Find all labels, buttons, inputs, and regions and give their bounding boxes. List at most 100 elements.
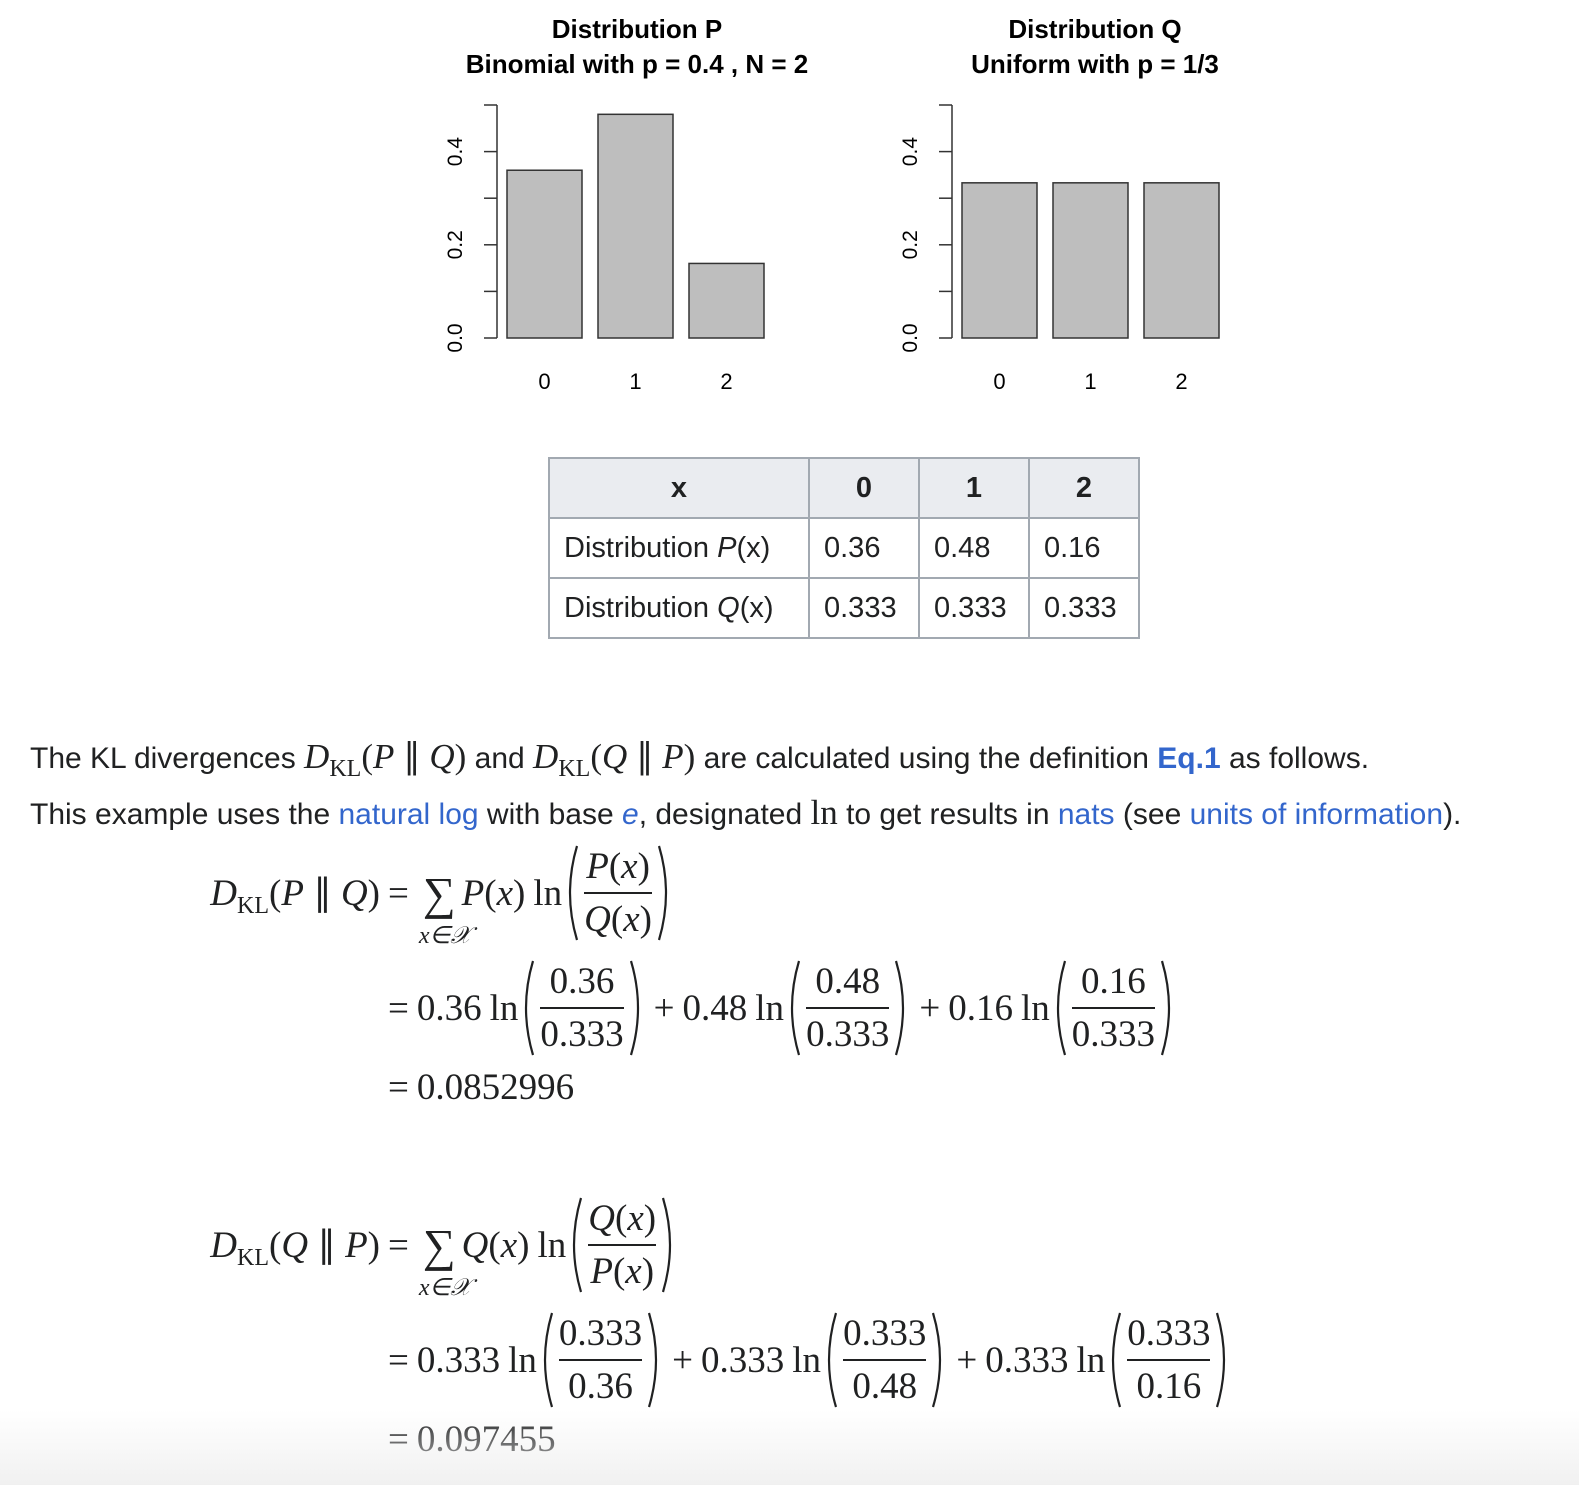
math-var: Q: [461, 1224, 489, 1266]
math-var: P: [281, 873, 304, 914]
bar: [506, 169, 583, 339]
link[interactable]: natural log: [338, 798, 479, 831]
header-cell: 0: [808, 457, 920, 519]
math-var: x: [500, 1224, 518, 1266]
math-d: D: [210, 1225, 237, 1266]
paren-stroke: [895, 960, 905, 1056]
y-tick-label: 0.2: [444, 230, 467, 259]
equation-line: DKL(Q ∥ P) = ∑ x∈𝒳 Q(x) ln Q(x) P(x): [160, 1185, 678, 1305]
bar: [688, 262, 765, 339]
paren-stroke: [1112, 1312, 1122, 1408]
y-tick-label: 0.4: [899, 137, 922, 167]
y-tick-label: 0.2: [899, 230, 922, 259]
ln: ln: [792, 1339, 822, 1381]
math-arg: (Q ∥ P): [590, 737, 696, 776]
fraction-bar: [588, 1244, 657, 1246]
math-var: x: [625, 1251, 642, 1292]
equals: =: [388, 1066, 409, 1108]
math-var: Q: [281, 1225, 309, 1266]
ln: ln: [489, 987, 519, 1029]
term: P(x): [461, 872, 526, 914]
paren-stroke: [1056, 960, 1066, 1056]
paren-fraction: 0.16 0.333: [1050, 958, 1177, 1058]
label-part: (x): [736, 531, 771, 564]
math-var: P: [590, 1251, 613, 1292]
coefficient: 0.333: [416, 1339, 501, 1381]
plus: +: [919, 987, 941, 1029]
equation-line: = 0.0852996: [380, 1027, 574, 1147]
x-tick-label: 0: [538, 369, 550, 394]
math-var: Q: [429, 737, 455, 776]
math-var: x: [621, 846, 638, 887]
lhs: DKL(Q ∥ P): [160, 1223, 380, 1271]
paren-stroke: [790, 960, 801, 1056]
link[interactable]: e: [622, 798, 639, 831]
equation-line: DKL(P ∥ Q) = ∑ x∈𝒳 P(x) ln P(x) Q(x): [160, 833, 674, 953]
link[interactable]: nats: [1057, 798, 1115, 831]
ln: ln: [755, 987, 785, 1029]
paren-close: [629, 960, 639, 1056]
numerator: 0.333: [1127, 1313, 1211, 1354]
denominator: Q(x): [584, 899, 652, 940]
math-var: Q: [601, 737, 628, 776]
text: as follows.: [1220, 742, 1370, 775]
denominator: 0.36: [568, 1366, 633, 1407]
paren-stroke: [1216, 1312, 1226, 1408]
bar: [597, 113, 674, 339]
ln: ln: [1076, 1339, 1106, 1381]
math-arg: (P ∥ Q): [361, 737, 467, 776]
link[interactable]: Eq.1: [1157, 742, 1221, 775]
paren-stroke: [932, 1312, 942, 1408]
math-var: P: [345, 1225, 368, 1266]
paren-open: [525, 960, 535, 1056]
paren-close: [1160, 960, 1171, 1056]
bar: [961, 182, 1038, 339]
sum: ∑ x∈𝒳: [418, 1219, 472, 1301]
ln: ln: [537, 1224, 567, 1266]
math-var: Q: [588, 1198, 616, 1239]
denominator: 0.16: [1136, 1366, 1202, 1407]
paren-close: [932, 1312, 942, 1408]
math-d: D: [210, 873, 237, 914]
paren-fraction: 0.36 0.333: [518, 958, 645, 1058]
math-arg: (Q ∥ P): [269, 1225, 380, 1266]
fraction-bar: [806, 1007, 890, 1009]
x-tick-label: 1: [1084, 369, 1096, 394]
paren-open: [790, 960, 801, 1056]
paren-close: [662, 1197, 672, 1293]
charts: Distribution P Binomial with p = 0.4 , N …: [444, 14, 1220, 394]
table-row: Distribution P(x) 0.36 0.48 0.16: [548, 517, 1140, 579]
x-tick-label: 2: [1175, 369, 1187, 394]
fraction: Q(x) P(x): [584, 1197, 660, 1293]
ln: ln: [508, 1339, 537, 1381]
fraction-bar: [584, 892, 652, 894]
fraction-bar: [540, 1007, 624, 1009]
math-text: ln: [810, 793, 838, 832]
fraction-bar: [1127, 1359, 1211, 1361]
sum-index: x∈𝒳: [418, 1274, 472, 1301]
math-var: Q: [584, 899, 611, 940]
text: to get results in: [837, 798, 1058, 831]
math-sub: KL: [237, 1245, 269, 1271]
label-part: (x): [739, 591, 774, 624]
chart-title: Distribution Q: [1008, 14, 1181, 44]
numerator: 0.48: [815, 961, 881, 1002]
paren-stroke: [648, 1312, 658, 1408]
paren-open: [543, 1312, 553, 1408]
paren-close: [648, 1312, 658, 1408]
distribution-table: x 0 1 2 Distribution P(x) 0.36 0.48 0.16 Distrib…: [548, 457, 1140, 639]
math-sub: KL: [558, 756, 591, 782]
paren-open: [573, 1197, 583, 1293]
numerator: Q(x): [588, 1198, 657, 1239]
paren-fraction: Q(x) P(x): [566, 1195, 678, 1295]
paragraph: The KL divergences DKL(P ∥ Q) and DKL(Q …: [30, 731, 1461, 841]
link[interactable]: units of information: [1189, 798, 1444, 831]
result: 0.0852996: [416, 1066, 575, 1108]
denominator: 0.333: [806, 1014, 890, 1055]
numerator: 0.36: [549, 961, 615, 1002]
text: The KL divergences: [30, 742, 305, 775]
fraction: 0.48 0.333: [802, 960, 893, 1056]
text-line: This example uses the natural log with b…: [30, 787, 1461, 841]
ln: ln: [1020, 987, 1050, 1029]
